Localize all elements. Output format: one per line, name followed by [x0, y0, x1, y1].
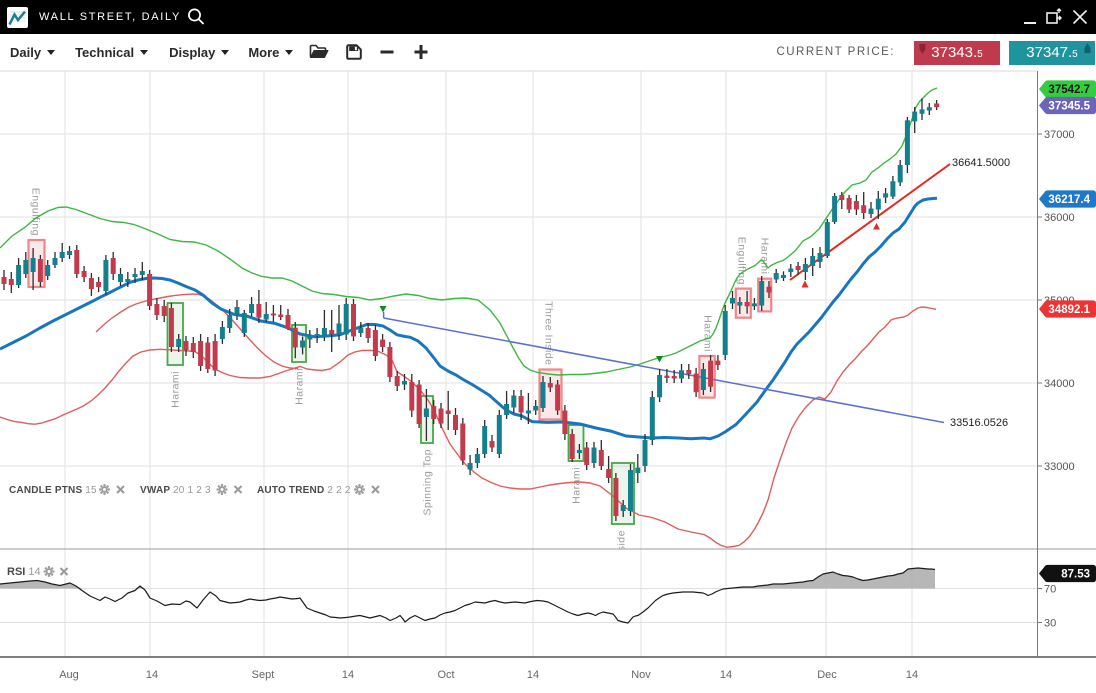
svg-text:34000: 34000 — [1044, 378, 1075, 390]
svg-text:36217.4: 36217.4 — [1048, 194, 1090, 206]
svg-text:Three Inside: Three Inside — [616, 530, 628, 594]
svg-text:Harami: Harami — [170, 371, 182, 408]
svg-text:Sept: Sept — [252, 669, 275, 681]
svg-text:Harami: Harami — [759, 238, 771, 275]
svg-text:Harami: Harami — [702, 315, 714, 352]
svg-text:36000: 36000 — [1044, 212, 1075, 224]
svg-text:Nov: Nov — [631, 669, 651, 681]
svg-text:Harami: Harami — [294, 368, 306, 405]
svg-text:Engulfing: Engulfing — [30, 188, 42, 236]
svg-text:CANDLE PTNS 15: CANDLE PTNS 15 — [9, 485, 97, 496]
svg-text:70: 70 — [1044, 584, 1056, 596]
svg-text:33516.0526: 33516.0526 — [950, 417, 1008, 429]
svg-text:14: 14 — [146, 669, 158, 681]
svg-text:14: 14 — [527, 669, 539, 681]
svg-text:VWAP 20 1 2 3: VWAP 20 1 2 3 — [140, 485, 211, 496]
svg-text:Aug: Aug — [59, 669, 79, 681]
svg-text:34892.1: 34892.1 — [1048, 304, 1090, 316]
svg-text:Three Inside: Three Inside — [543, 301, 555, 365]
svg-text:14: 14 — [906, 669, 918, 681]
svg-text:Engulfing: Engulfing — [736, 237, 748, 285]
svg-text:RSI 14: RSI 14 — [7, 566, 41, 578]
svg-text:14: 14 — [342, 669, 354, 681]
svg-text:Spinning Top: Spinning Top — [422, 449, 434, 516]
svg-text:33000: 33000 — [1044, 461, 1075, 473]
svg-text:30: 30 — [1044, 618, 1056, 630]
svg-text:37542.7: 37542.7 — [1048, 84, 1090, 96]
svg-text:AUTO TREND 2 2 2: AUTO TREND 2 2 2 — [257, 485, 351, 496]
svg-text:36641.5000: 36641.5000 — [952, 157, 1010, 169]
svg-text:37000: 37000 — [1044, 129, 1075, 141]
svg-text:Harami: Harami — [571, 467, 583, 504]
svg-text:Oct: Oct — [437, 669, 454, 681]
svg-text:14: 14 — [720, 669, 732, 681]
svg-text:37345.5: 37345.5 — [1048, 101, 1090, 113]
svg-text:Dec: Dec — [817, 669, 837, 681]
svg-text:87.53: 87.53 — [1061, 569, 1090, 581]
